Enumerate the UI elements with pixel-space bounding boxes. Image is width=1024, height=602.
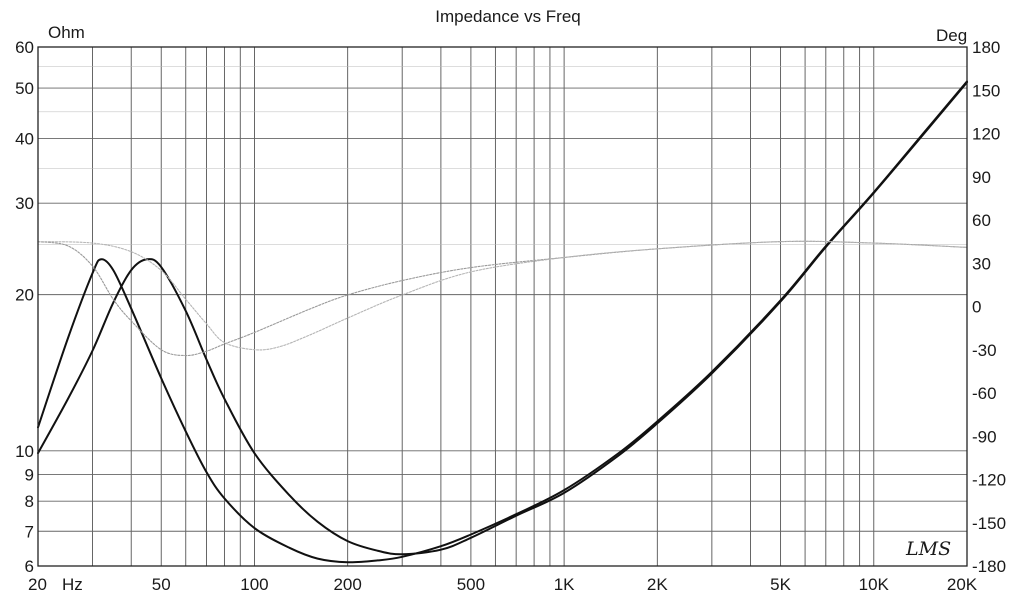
x-tick-label: 200 — [333, 575, 361, 594]
y-tick-label: 40 — [15, 129, 34, 148]
y-tick-label: 50 — [15, 79, 34, 98]
major-grid — [38, 87, 967, 532]
impedance-curve-2 — [37, 81, 968, 556]
x-tick-label: 5K — [770, 575, 791, 594]
plot-frame — [37, 46, 968, 567]
x-tick-label: 10K — [859, 575, 890, 594]
minor-grid — [38, 47, 967, 566]
y2-tick-label: -180 — [972, 557, 1006, 576]
y-tick-label: 30 — [15, 194, 34, 213]
x-tick-label: 1K — [554, 575, 575, 594]
y2-tick-label: -60 — [972, 384, 997, 403]
x-tick-label: 100 — [240, 575, 268, 594]
y2-tick-label: 180 — [972, 38, 1000, 57]
y2-tick-label: 60 — [972, 211, 991, 230]
x-tick-label: 50 — [152, 575, 171, 594]
y2-tick-label: 150 — [972, 81, 1000, 100]
y2-tick-label: -120 — [972, 471, 1006, 490]
y-tick-label: 8 — [25, 492, 34, 511]
x-tick-label: 20 — [28, 575, 47, 594]
y2-tick-label: 90 — [972, 168, 991, 187]
left-axis-unit: Ohm — [48, 23, 85, 42]
y2-tick-label: -30 — [972, 341, 997, 360]
phase-curve-4 — [37, 240, 968, 351]
y-tick-label: 7 — [25, 522, 34, 541]
y2-tick-label: 0 — [972, 298, 981, 317]
x-unit-label: Hz — [62, 575, 83, 594]
series-layer — [37, 80, 968, 564]
y-tick-label: 9 — [25, 466, 34, 485]
x-tick-label: 2K — [647, 575, 668, 594]
y2-tick-label: 120 — [972, 125, 1000, 144]
y2-tick-label: 30 — [972, 254, 991, 273]
x-tick-label: 500 — [457, 575, 485, 594]
tick-labels: 20 50 100 200 500 1K 2K 5K 10K 20K 6 7 8 9 10 20 30 40 50 6… — [15, 38, 1006, 594]
y2-tick-label: -90 — [972, 427, 997, 446]
right-axis-unit: Deg — [936, 26, 967, 45]
y-tick-label: 10 — [15, 442, 34, 461]
chart-title: Impedance vs Freq — [435, 7, 581, 26]
y-tick-label: 6 — [25, 557, 34, 576]
y-tick-label: 20 — [15, 286, 34, 305]
lms-logo: LMS — [905, 538, 951, 560]
y2-tick-label: -150 — [972, 514, 1006, 533]
x-tick-label: 20K — [947, 575, 978, 594]
y-tick-label: 60 — [15, 38, 34, 57]
